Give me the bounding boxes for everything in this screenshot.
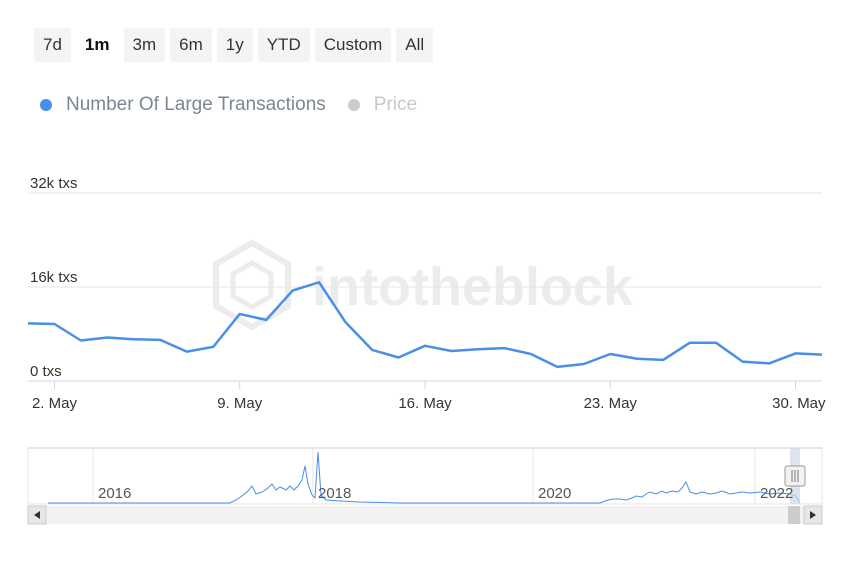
x-tick-label: 9. May [217,395,263,412]
navigator-labels: 2016 2018 2020 2022 [98,485,793,502]
range-button-7d[interactable]: 7d [34,28,71,62]
scroll-left-button[interactable] [27,505,47,525]
navigator-frame [27,447,823,505]
x-tick-label: 16. May [398,395,452,412]
y-tick-label: 32k txs [30,175,78,192]
navigator-year-label: 2022 [760,485,793,502]
grid [28,192,822,288]
navigator-year-label: 2020 [538,485,571,502]
navigator[interactable]: 2016 2018 2020 2022 [27,447,823,505]
legend-item-large-transactions[interactable]: Number Of Large Transactions [40,94,326,116]
navigator-grid [92,448,756,504]
range-button-1m[interactable]: 1m [75,28,119,62]
x-tick-label: 2. May [32,395,78,412]
legend-dot-icon [347,99,360,111]
navigator-handle[interactable] [784,465,806,487]
legend-dot-icon [40,99,52,111]
legend-label: Number Of Large Transactions [66,94,326,115]
x-tick-label: 23. May [584,395,638,412]
series-line[interactable] [27,281,823,369]
y-tick-label: 0 txs [30,363,62,380]
y-tick-label: 16k txs [30,269,78,286]
scrollbar-thumb[interactable] [788,506,800,524]
navigator-series-line [48,451,801,504]
range-button-3m[interactable]: 3m [123,28,166,62]
range-button-1y[interactable]: 1y [216,28,253,62]
navigator-year-label: 2018 [318,485,351,502]
legend: Number Of Large Transactions Price [40,94,417,116]
watermark-logo-icon [213,239,291,331]
series-layer [27,281,823,369]
range-button-6m[interactable]: 6m [170,28,212,62]
range-button-all[interactable]: All [396,28,434,62]
scrollbar-track[interactable] [28,506,822,524]
scroll-right-button[interactable] [803,505,823,525]
scrollbar[interactable] [27,505,823,525]
watermark: intotheblock [213,239,634,331]
legend-label: Price [373,94,418,115]
range-button-custom[interactable]: Custom [314,28,392,62]
range-button-ytd[interactable]: YTD [257,28,310,62]
range-selector: 7d 1m 3m 6m 1y YTD Custom All [34,28,434,62]
legend-item-price[interactable]: Price [347,94,418,116]
arrow-left-icon [34,511,40,519]
y-axis: 0 txs 16k txs 32k txs [30,175,78,380]
navigator-year-label: 2016 [98,485,131,502]
x-tick-label: 30. May [772,395,826,412]
x-axis: 2. May 9. May 16. May 23. May 30. May [32,381,826,412]
grip-handle-icon [791,470,799,482]
arrow-right-icon [810,511,816,519]
